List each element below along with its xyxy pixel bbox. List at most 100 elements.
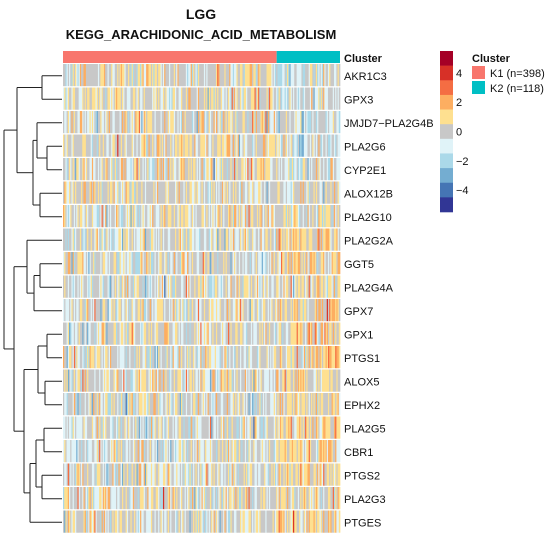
heatmap-cell: [223, 346, 225, 369]
heatmap-cell: [146, 181, 148, 204]
heatmap-cell: [295, 463, 297, 486]
heatmap-cell: [258, 416, 260, 439]
heatmap-cell: [218, 134, 220, 157]
heatmap-cell: [237, 228, 240, 251]
heatmap-cell: [154, 487, 157, 510]
heatmap-cell: [202, 299, 205, 322]
heatmap-cell: [306, 64, 308, 87]
heatmap-cell: [172, 487, 175, 510]
heatmap-cell: [243, 393, 246, 416]
heatmap-cell: [178, 275, 181, 298]
heatmap-cell: [162, 205, 165, 228]
heatmap-cell: [276, 228, 278, 251]
heatmap-cell: [217, 87, 219, 110]
heatmap-cell: [179, 369, 182, 392]
heatmap-cell: [79, 487, 82, 510]
heatmap-cell: [202, 487, 205, 510]
heatmap-cell: [182, 440, 184, 463]
heatmap-cell: [76, 487, 78, 510]
heatmap-cell: [111, 275, 113, 298]
heatmap-cell: [199, 275, 201, 298]
heatmap-cell: [248, 463, 251, 486]
heatmap-cell: [143, 252, 146, 275]
heatmap-cell: [201, 346, 204, 369]
heatmap-cell: [96, 346, 99, 369]
heatmap-cell: [203, 299, 206, 322]
heatmap-cell: [94, 205, 96, 228]
heatmap-cell: [243, 346, 246, 369]
heatmap-cell: [65, 369, 67, 392]
heatmap-cell: [336, 181, 338, 204]
heatmap-cell: [148, 299, 151, 322]
heatmap-cell: [260, 299, 263, 322]
heatmap-cell: [199, 369, 201, 392]
heatmap-cell: [323, 369, 325, 392]
heatmap-cell: [105, 252, 107, 275]
heatmap-cell: [218, 111, 220, 134]
heatmap-cell: [284, 299, 287, 322]
heatmap-cell: [106, 346, 108, 369]
heatmap-cell: [78, 111, 81, 134]
heatmap-cell: [248, 158, 251, 181]
heatmap-cell: [94, 275, 96, 298]
heatmap-cell: [203, 158, 206, 181]
heatmap-cell: [199, 416, 201, 439]
heatmap-cell: [90, 87, 93, 110]
heatmap-cell: [123, 111, 125, 134]
heatmap-cell: [109, 322, 112, 345]
heatmap-cell: [247, 158, 249, 181]
gene-label: GGT5: [344, 259, 374, 271]
heatmap-cell: [338, 111, 341, 134]
heatmap-cell: [226, 322, 229, 345]
heatmap-cell: [299, 322, 301, 345]
heatmap-cell: [90, 134, 93, 157]
heatmap-cell: [325, 440, 328, 463]
heatmap-cell: [144, 369, 147, 392]
heatmap-cell: [246, 393, 248, 416]
heatmap-cell: [177, 393, 179, 416]
heatmap-cell: [211, 393, 213, 416]
heatmap-cell: [276, 87, 278, 110]
heatmap-cell: [306, 181, 308, 204]
heatmap-cell: [307, 181, 310, 204]
heatmap-cell: [205, 111, 207, 134]
heatmap-cell: [260, 346, 263, 369]
heatmap-cell: [101, 510, 104, 533]
heatmap-cell: [217, 346, 219, 369]
heatmap-cell: [207, 158, 210, 181]
heatmap-cell: [331, 134, 334, 157]
heatmap-cell: [154, 510, 157, 533]
heatmap-cell: [136, 64, 139, 87]
heatmap-cell: [274, 87, 277, 110]
heatmap-cell: [329, 487, 331, 510]
heatmap-cell: [215, 416, 218, 439]
heatmap-cell: [65, 393, 67, 416]
heatmap-cell: [291, 134, 294, 157]
heatmap-cell: [84, 299, 87, 322]
heatmap-cell: [206, 87, 208, 110]
heatmap-cell: [236, 393, 238, 416]
heatmap-cell: [289, 205, 291, 228]
heatmap-cell: [327, 181, 330, 204]
heatmap-cell: [199, 87, 201, 110]
heatmap-cell: [170, 510, 172, 533]
heatmap-cell: [289, 346, 291, 369]
heatmap-cell: [265, 416, 267, 439]
heatmap-cell: [323, 181, 325, 204]
heatmap-cell: [147, 111, 149, 134]
heatmap-cell: [162, 510, 165, 533]
heatmap-cell: [183, 252, 185, 275]
heatmap-cell: [333, 275, 336, 298]
heatmap-cell: [247, 369, 249, 392]
heatmap-cell: [270, 487, 272, 510]
heatmap-cell: [231, 346, 234, 369]
heatmap-cell: [248, 111, 251, 134]
heatmap-cell: [262, 440, 265, 463]
heatmap-cell: [178, 369, 181, 392]
heatmap-cell: [301, 463, 304, 486]
heatmap-cell: [120, 87, 123, 110]
heatmap-cell: [259, 252, 261, 275]
heatmap-cell: [128, 299, 130, 322]
heatmap-cell: [193, 393, 195, 416]
heatmap-cell: [67, 111, 70, 134]
